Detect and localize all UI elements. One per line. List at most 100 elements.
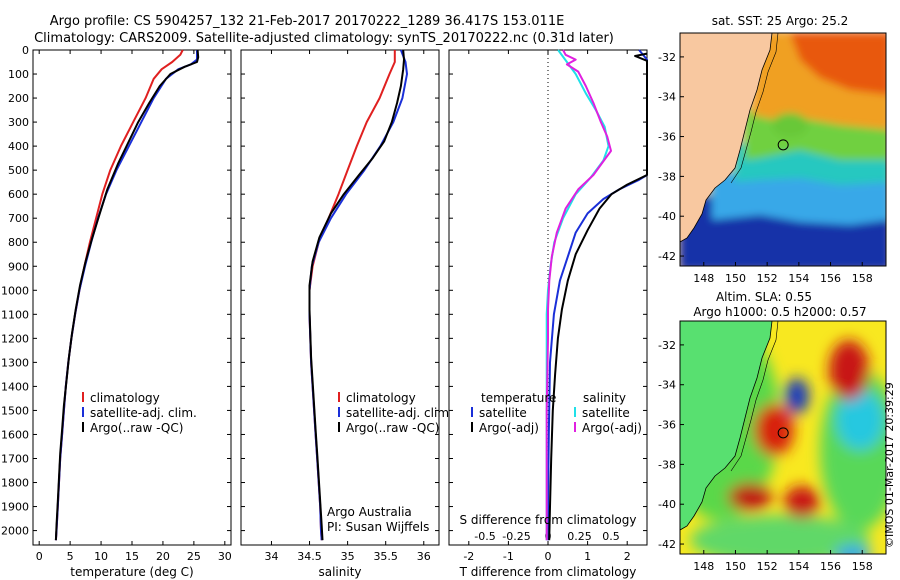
difference-lines [545,49,648,541]
depth-tick-label: 1300 [1,356,29,369]
x-tick-label: 10 [94,550,108,563]
x-tick-label: 5 [67,550,74,563]
difference-xtick-group: -2 -1 0 1 2 [463,50,631,563]
sla-low-eddy [785,378,809,414]
sst-map-ytick-group: -32 -34 -36 -38 -40 -42 [658,51,684,263]
depth-tick-label: 0 [22,44,29,57]
latitude-tick-label: -42 [658,538,676,551]
depth-tick-label: 1800 [1,477,29,490]
sla-cyan-patch [836,390,884,450]
depth-tick-label: 700 [8,212,29,225]
latitude-tick-label: -42 [658,250,676,263]
depth-tick-label: 200 [8,92,29,105]
x-tick-label: 0 [36,550,43,563]
series-line-argo-raw-qc- [54,49,200,541]
figure-title-line2: Climatology: CARS2009. Satellite-adjuste… [34,31,614,46]
sst-argo-float-marker [777,139,789,151]
sla-map-xtick-group: 148 150 152 154 156 158 [693,550,873,573]
x-tick-label: 25 [187,550,201,563]
depth-tick-label: 1500 [1,404,29,417]
depth-tick-label: 500 [8,164,29,177]
latitude-tick-label: -34 [658,91,676,104]
longitude-tick-label: 148 [693,272,714,285]
legend-label: satellite-adj. clim. [346,406,453,420]
temperature-xtick-group: 0 5 10 15 20 25 30 [36,50,232,563]
salinity-plot-frame [240,49,440,546]
temperature-plot-frame [32,49,232,546]
legend-title-temperature: temperature [481,391,556,405]
latitude-tick-label: -38 [658,170,676,183]
sla-high-eddy [829,340,869,400]
depth-tick-label: 1900 [1,501,29,514]
x-tick-label: 1 [584,550,591,563]
sst-map-title: sat. SST: 25 Argo: 25.2 [712,14,849,28]
t-difference-axis-label: T difference from climatology [459,565,637,579]
latitude-tick-label: -34 [658,379,676,392]
depth-tick-label: 1700 [1,452,29,465]
imos-timestamp: ©IMOS 01-Mar-2017 20:39:29 [883,382,896,548]
s-difference-axis-label: S difference from climatology [460,513,637,527]
x-tick-label: 35 [341,550,355,563]
depth-tick-label: 1200 [1,332,29,345]
sla-map-subtitle: Argo h1000: 0.5 h2000: 0.57 [693,305,866,319]
sst-map-frame [679,32,887,267]
sla-map-ytick-group: -32 -34 -36 -38 -40 -42 [658,339,684,551]
depth-tick-label: 1100 [1,308,29,321]
longitude-tick-label: 154 [788,560,809,573]
longitude-tick-label: 152 [757,272,778,285]
x-tick-label: -2 [463,550,474,563]
sla-map-frame [679,320,887,555]
temperature-ytick-group: 0 100 200 300 400 500 600 700 800 900 1000 1100 1200… [1,44,231,538]
salinity-panel: 34 34.5 35 35.5 36 climatologysatellite-adj.… [240,49,453,579]
legend-label: Argo(-adj) [479,421,539,435]
legend-label: climatology [90,391,160,405]
sla-argo-float-marker [777,427,789,439]
difference-panel: -2 -1 0 1 2 -0.5 -0.25 0 0.25 0.5 temperature sal… [448,49,648,579]
depth-tick-label: 300 [8,116,29,129]
longitude-tick-label: 158 [852,272,873,285]
temperature-axis-label: temperature (deg C) [70,565,193,579]
difference-legend: temperature salinitysatelliteArgo(-adj)sa… [471,391,642,435]
temperature-lines [54,49,200,541]
sla-green-field-3 [690,515,870,554]
sla-shelf-contour [730,321,779,472]
x-tick-label: 30 [218,550,232,563]
s-diff-tick-label: -0.25 [502,530,530,543]
x-tick-label: 34 [264,550,278,563]
depth-tick-label: 2000 [1,525,29,538]
pi-note: PI: Susan Wijffels [327,520,429,534]
legend-label: Argo(-adj) [582,421,642,435]
salinity-ytick-group [241,49,439,532]
sst-map-panel: sat. SST: 25 Argo: 25.2 -32-34-36-38-40-… [658,14,887,285]
legend-label: satellite [582,406,630,420]
depth-tick-label: 100 [8,68,29,81]
depth-tick-label: 900 [8,260,29,273]
x-tick-label: 0 [545,550,552,563]
s-diff-tick-label: -0.5 [474,530,495,543]
s-diff-tick-label: 0.25 [567,530,592,543]
series-line-argo-raw-qc- [308,49,405,541]
x-tick-label: 20 [156,550,170,563]
legend-label: satellite [479,406,527,420]
x-tick-label: 35.5 [373,550,398,563]
latitude-tick-label: -40 [658,498,676,511]
temperature-panel: 0100200300400500600700800900100011001200… [1,44,232,579]
depth-tick-label: 400 [8,140,29,153]
longitude-tick-label: 156 [820,560,841,573]
salinity-axis-label: salinity [318,565,361,579]
depth-tick-label: 1600 [1,428,29,441]
latitude-tick-label: -38 [658,458,676,471]
series-line-s-argo-adj- [545,49,612,541]
longitude-tick-label: 150 [725,272,746,285]
sst-coastline-land [680,33,773,243]
sla-high-eddy-2 [754,404,794,456]
legend-label: Argo(..raw -QC) [90,421,183,435]
x-tick-label: 34.5 [297,550,322,563]
depth-tick-label: 600 [8,188,29,201]
latitude-tick-label: -32 [658,339,676,352]
latitude-tick-label: -40 [658,210,676,223]
x-tick-label: 2 [624,550,631,563]
sla-coastline-land [680,321,773,531]
